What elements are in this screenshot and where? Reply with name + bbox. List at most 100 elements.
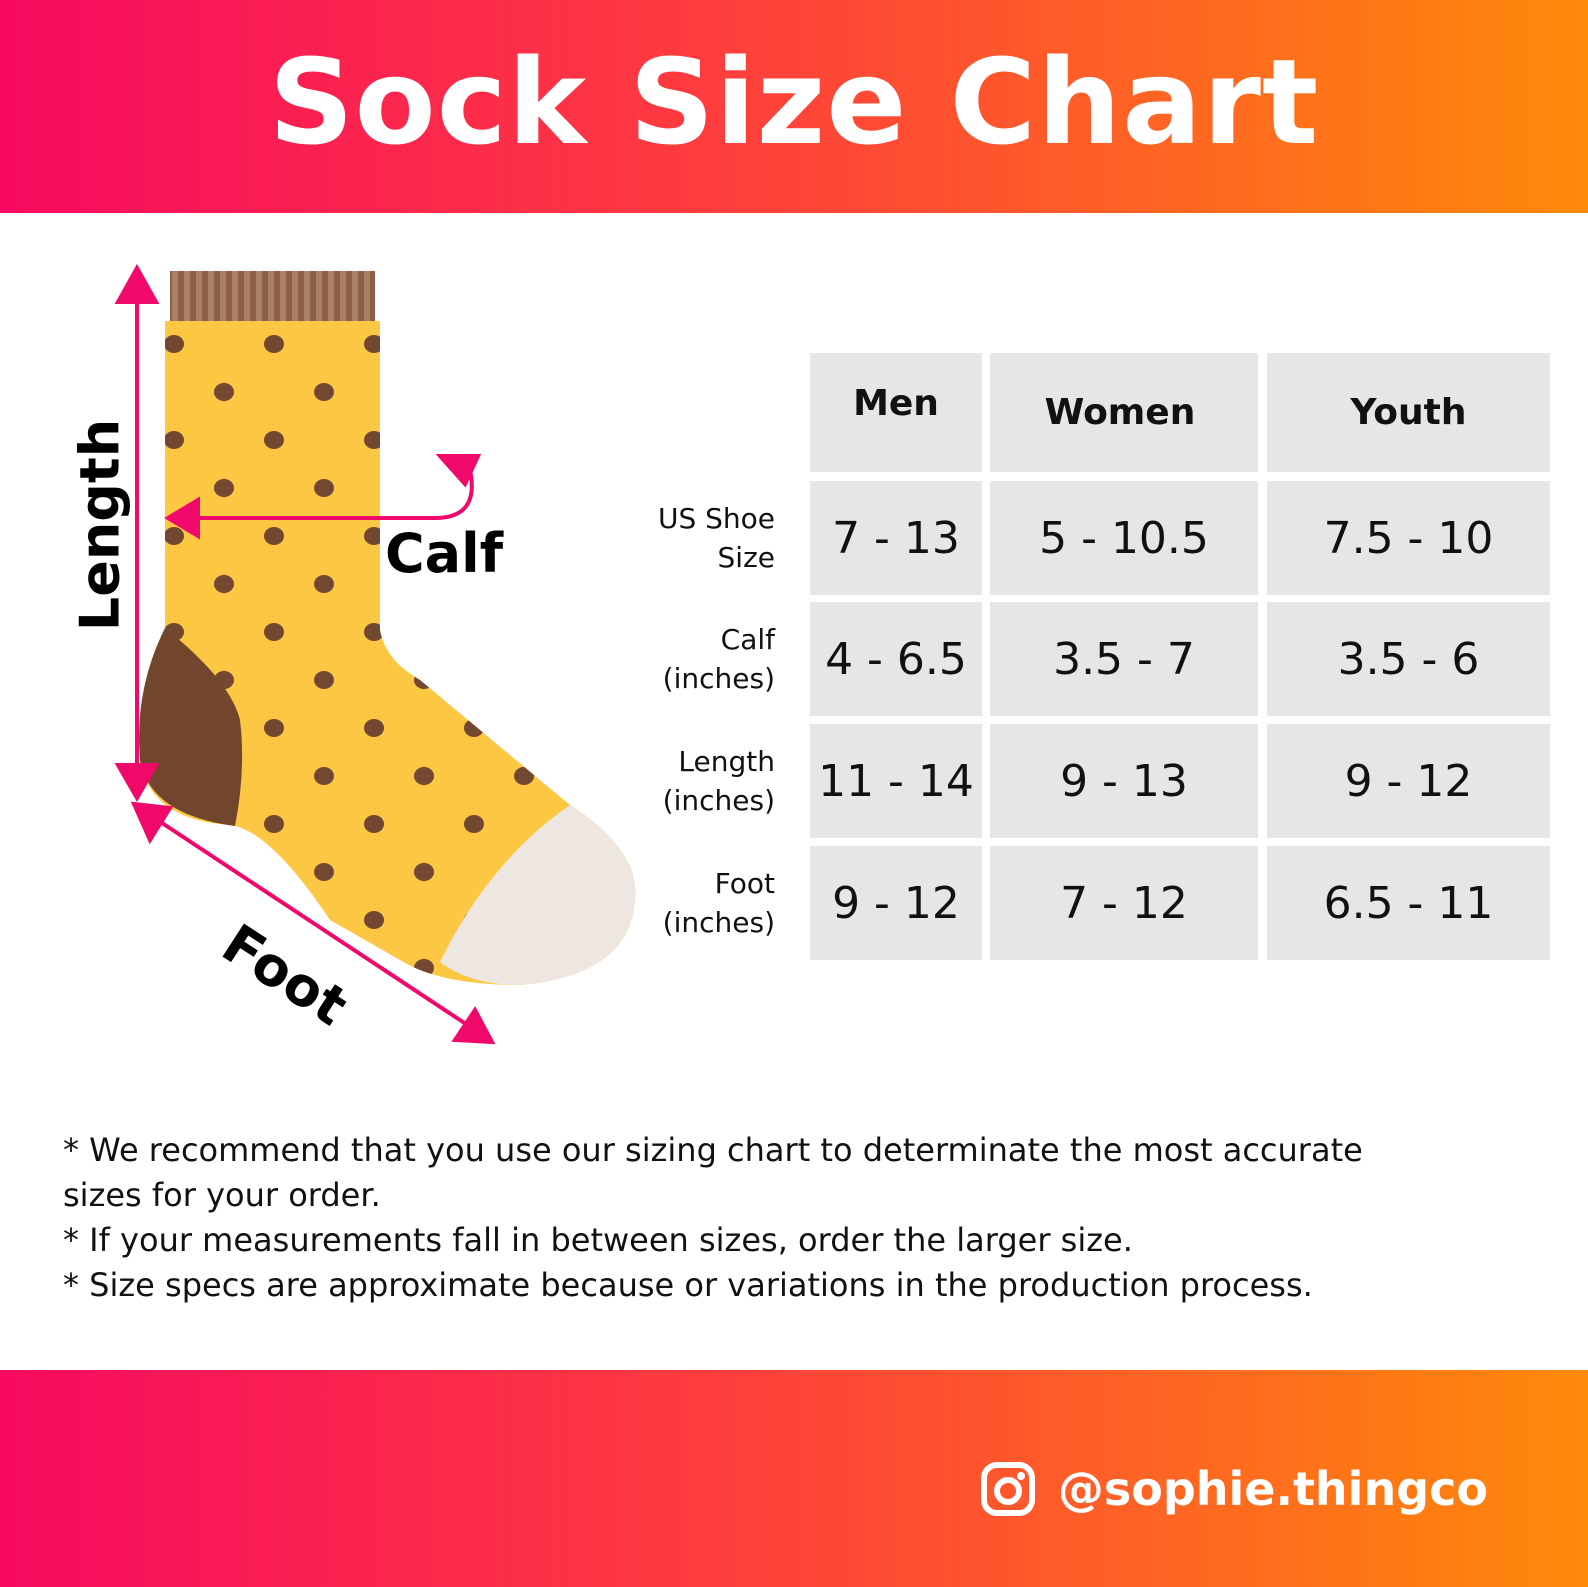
- column-header-women: Women: [990, 353, 1258, 472]
- cuff-rib: [172, 271, 178, 321]
- instagram-icon: [980, 1462, 1035, 1516]
- polka-dot: [264, 815, 284, 833]
- table-cell: 4 - 6.5: [810, 602, 982, 716]
- foot-arrow-head-left: [130, 801, 174, 845]
- cuff-rib: [304, 271, 310, 321]
- polka-dot: [614, 767, 634, 785]
- footer-banner: @sophie.thingco: [0, 1370, 1588, 1587]
- table-cell: 9 - 12: [810, 846, 982, 960]
- polka-dot: [364, 815, 384, 833]
- calf-label: Calf: [385, 522, 504, 585]
- polka-dot: [314, 767, 334, 785]
- polka-dot: [314, 671, 334, 689]
- polka-dot: [414, 383, 434, 401]
- polka-dot: [364, 335, 384, 353]
- polka-dot: [414, 767, 434, 785]
- polka-dot: [564, 719, 584, 737]
- polka-dot: [164, 527, 184, 545]
- row-label: Foot (inches): [662, 867, 775, 939]
- calf-arrow-head-up: [435, 454, 482, 488]
- header-banner: Sock Size Chart: [0, 0, 1588, 213]
- polka-dot: [264, 623, 284, 641]
- polka-dot: [164, 335, 184, 353]
- polka-dot: [364, 431, 384, 449]
- polka-dot: [364, 719, 384, 737]
- polka-dot: [364, 911, 384, 929]
- note-line: * We recommend that you use our sizing c…: [63, 1131, 1363, 1169]
- cuff-rib: [280, 271, 286, 321]
- polka-dot: [364, 527, 384, 545]
- table-cell: 9 - 13: [990, 724, 1258, 838]
- polka-dot: [614, 383, 634, 401]
- row-label: Calf (inches): [662, 623, 775, 695]
- cuff-rib: [220, 271, 226, 321]
- table-cell: 3.5 - 6: [1267, 602, 1550, 716]
- sock-body: [139, 321, 636, 985]
- row-label: Length (inches): [662, 745, 775, 817]
- calf-arrow-head-left: [164, 496, 200, 540]
- polka-dot: [314, 575, 334, 593]
- polka-dot: [264, 719, 284, 737]
- foot-arrow-head-right: [451, 1006, 496, 1045]
- cuff-rib: [292, 271, 298, 321]
- polka-dot: [664, 431, 684, 449]
- polka-dot: [614, 479, 634, 497]
- polka-dot: [464, 335, 484, 353]
- cuff-rib: [316, 271, 322, 321]
- polka-dot: [414, 671, 434, 689]
- cuff-rib: [352, 271, 358, 321]
- column-header-men: Men: [810, 353, 982, 472]
- polka-dot: [164, 431, 184, 449]
- polka-dot: [564, 623, 584, 641]
- table-cell: 7 - 12: [990, 846, 1258, 960]
- table-cell: 3.5 - 7: [990, 602, 1258, 716]
- table-cell: 11 - 14: [810, 724, 982, 838]
- cuff-rib: [196, 271, 202, 321]
- polka-dot: [614, 671, 634, 689]
- polka-dot: [314, 863, 334, 881]
- polka-dot: [614, 575, 634, 593]
- polka-dot: [164, 911, 184, 929]
- table-cell: 6.5 - 11: [1267, 846, 1550, 960]
- polka-dot: [564, 431, 584, 449]
- cuff-rib: [256, 271, 262, 321]
- polka-dot: [464, 623, 484, 641]
- polka-dot: [464, 719, 484, 737]
- polka-dot: [514, 575, 534, 593]
- polka-dot: [264, 431, 284, 449]
- polka-dot: [414, 479, 434, 497]
- polka-dot: [264, 335, 284, 353]
- social-handle[interactable]: @sophie.thingco: [980, 1461, 1488, 1517]
- polka-dot: [364, 623, 384, 641]
- cuff-rib: [184, 271, 190, 321]
- row-label: US Shoe Size: [657, 502, 775, 574]
- polka-dot: [614, 959, 634, 977]
- polka-dot: [514, 671, 534, 689]
- table-cell: 5 - 10.5: [990, 481, 1258, 595]
- calf-arrow-line: [190, 469, 474, 520]
- polka-dot: [314, 383, 334, 401]
- cuff-rib: [268, 271, 274, 321]
- polka-dot: [564, 335, 584, 353]
- table-cell: 7 - 13: [810, 481, 982, 595]
- polka-dot: [564, 527, 584, 545]
- sock-heel: [139, 628, 243, 826]
- polka-dot: [414, 863, 434, 881]
- sock-illustration: [114, 263, 684, 1045]
- table-cell: 7.5 - 10: [1267, 481, 1550, 595]
- column-header-youth: Youth: [1267, 353, 1550, 472]
- note-line: * Size specs are approximate because or …: [63, 1266, 1313, 1304]
- length-arrow-head-bottom: [114, 763, 160, 803]
- polka-dot: [664, 335, 684, 353]
- notes: * We recommend that you use our sizing c…: [63, 1128, 1363, 1308]
- cuff-rib: [232, 271, 238, 321]
- note-line: sizes for your order.: [63, 1176, 381, 1214]
- length-arrow-head-top: [114, 263, 160, 304]
- handle-text: @sophie.thingco: [1057, 1462, 1488, 1516]
- cuff-rib: [208, 271, 214, 321]
- polka-dot: [464, 431, 484, 449]
- polka-dot: [514, 767, 534, 785]
- cuff-rib: [340, 271, 346, 321]
- table-cell: 9 - 12: [1267, 724, 1550, 838]
- polka-dot: [514, 383, 534, 401]
